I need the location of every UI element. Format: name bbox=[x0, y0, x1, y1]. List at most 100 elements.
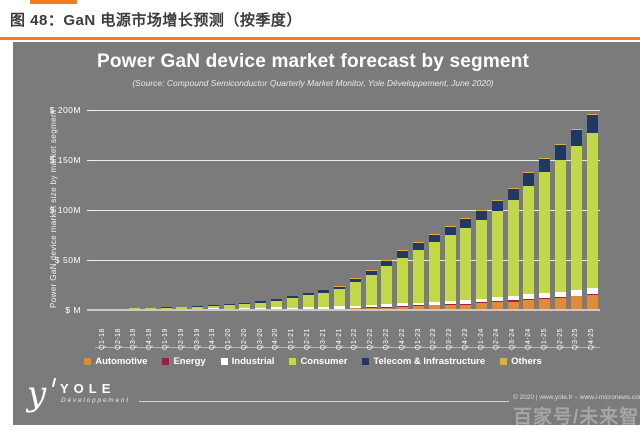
legend-item-energy: Energy bbox=[162, 355, 206, 367]
bar-segment-industrial bbox=[365, 305, 377, 308]
bar-Q4-24 bbox=[523, 172, 535, 310]
legend-item-automotive: Automotive bbox=[84, 356, 147, 367]
bar-segment-energy bbox=[507, 300, 519, 302]
bar-segment-others bbox=[539, 157, 551, 159]
bar-segment-consumer bbox=[239, 304, 251, 309]
bar-segment-telecom-infrastructure bbox=[302, 293, 314, 296]
legend-item-industrial: Industrial bbox=[220, 355, 275, 367]
bar-segment-energy bbox=[570, 295, 582, 297]
bar-segment-consumer bbox=[160, 307, 172, 309]
bar-segment-industrial bbox=[318, 306, 330, 309]
bar-segment-telecom-infrastructure bbox=[270, 299, 282, 301]
bar-segment-telecom-infrastructure bbox=[223, 304, 235, 306]
bar-segment-telecom-infrastructure bbox=[255, 301, 267, 303]
bar-segment-consumer bbox=[207, 306, 219, 309]
bar-segment-others bbox=[586, 114, 598, 116]
bar-segment-consumer bbox=[176, 307, 188, 309]
bar-segment-energy bbox=[444, 304, 456, 305]
bar-segment-telecom-infrastructure bbox=[539, 158, 551, 173]
legend-label: Energy bbox=[173, 355, 206, 367]
x-tick-label: Q3-21 bbox=[319, 328, 327, 350]
bar-Q4-23 bbox=[460, 218, 472, 310]
bar-segment-telecom-infrastructure bbox=[491, 201, 503, 211]
bar-segment-energy bbox=[539, 297, 551, 299]
legend-label: Industrial bbox=[231, 355, 275, 367]
bar-segment-others bbox=[397, 250, 409, 251]
x-tick-label: Q3-18 bbox=[130, 328, 138, 350]
legend: Automotive Energy Industrial Consumer Teleco… bbox=[13, 352, 613, 370]
chart-panel: Power GaN device market forecast by segm… bbox=[13, 42, 640, 425]
bar-segment-automotive bbox=[413, 305, 425, 310]
x-tick-label: Q3-22 bbox=[382, 328, 390, 350]
bar-segment-industrial bbox=[539, 293, 551, 298]
bar-segment-industrial bbox=[444, 300, 456, 305]
bar-segment-industrial bbox=[270, 307, 282, 310]
x-tick-label: Q2-23 bbox=[430, 328, 438, 350]
axis-tick bbox=[87, 110, 95, 111]
legend-swatch bbox=[289, 357, 297, 365]
bar-segment-industrial bbox=[586, 288, 598, 295]
x-tick-label: Q1-18 bbox=[98, 328, 106, 350]
bar-segment-energy bbox=[523, 298, 535, 301]
gridline bbox=[95, 210, 600, 211]
x-tick-label: Q2-21 bbox=[304, 328, 312, 350]
bar-segment-energy bbox=[365, 307, 377, 308]
bar-segment-consumer bbox=[144, 308, 156, 310]
x-tick-label: Q3-23 bbox=[446, 328, 454, 350]
bar-segment-energy bbox=[428, 304, 440, 306]
bar-segment-consumer bbox=[255, 302, 267, 308]
bar-segment-telecom-infrastructure bbox=[207, 305, 219, 307]
legend-item-telecom-infrastructure: Telecom & Infrastructure bbox=[362, 356, 485, 367]
bar-segment-automotive bbox=[586, 295, 598, 310]
y-tick-label: $ 50M bbox=[54, 255, 81, 265]
bar-segment-others bbox=[570, 129, 582, 130]
bar-segment-telecom-infrastructure bbox=[397, 250, 409, 258]
bar-segment-others bbox=[476, 210, 488, 211]
bar-Q2-21 bbox=[302, 293, 314, 310]
copyright-text: © 2020 | www.yole.fr – www.i-micronews.c… bbox=[513, 394, 640, 401]
x-tick-label: Q1-23 bbox=[414, 328, 422, 350]
legend-swatch bbox=[362, 357, 370, 365]
x-tick-label: Q1-24 bbox=[477, 328, 485, 350]
x-tick-label: Q1-21 bbox=[288, 328, 296, 350]
bar-segment-consumer bbox=[286, 298, 298, 308]
bar-segment-telecom-infrastructure bbox=[176, 306, 188, 308]
bar-segment-consumer bbox=[334, 289, 346, 307]
bar-segment-others bbox=[460, 218, 472, 219]
x-tick-label: Q2-24 bbox=[493, 328, 501, 350]
axis-tick bbox=[87, 160, 95, 161]
bar-segment-consumer bbox=[128, 308, 140, 310]
bar-segment-telecom-infrastructure bbox=[586, 115, 598, 133]
bar-segment-automotive bbox=[476, 303, 488, 310]
chart-title: Power GaN device market forecast by segm… bbox=[96, 51, 530, 72]
bar-segment-telecom-infrastructure bbox=[192, 306, 204, 307]
x-tick-label: Q4-22 bbox=[398, 328, 406, 350]
legend-separator bbox=[95, 347, 600, 348]
bar-segment-consumer bbox=[302, 295, 314, 308]
bar-segment-others bbox=[365, 270, 377, 271]
bar-segment-automotive bbox=[397, 307, 409, 310]
bar-Q3-24 bbox=[507, 188, 519, 310]
bar-segment-others bbox=[523, 172, 535, 174]
bar-segment-automotive bbox=[381, 307, 393, 310]
legend-swatch bbox=[500, 357, 508, 365]
bar-segment-energy bbox=[555, 296, 567, 298]
bar-segment-automotive bbox=[460, 304, 472, 310]
bar-segment-telecom-infrastructure bbox=[444, 226, 456, 236]
bar-segment-energy bbox=[460, 303, 472, 305]
x-tick-label: Q3-20 bbox=[256, 328, 264, 350]
bar-segment-others bbox=[428, 233, 440, 235]
bar-segment-others bbox=[491, 199, 503, 202]
legend-label: Automotive bbox=[95, 355, 148, 367]
bar-segment-others bbox=[507, 188, 519, 190]
legend-item-others: Others bbox=[500, 356, 542, 367]
legend-label: Consumer bbox=[300, 355, 348, 367]
bar-segment-automotive bbox=[570, 296, 582, 310]
bar-segment-telecom-infrastructure bbox=[365, 270, 377, 276]
bar-segment-consumer bbox=[381, 266, 393, 305]
bar-Q1-21 bbox=[286, 296, 298, 310]
bar-segment-consumer bbox=[318, 292, 330, 307]
bar-segment-industrial bbox=[476, 298, 488, 302]
bar-segment-consumer bbox=[270, 300, 282, 308]
bar-segment-telecom-infrastructure bbox=[476, 211, 488, 220]
